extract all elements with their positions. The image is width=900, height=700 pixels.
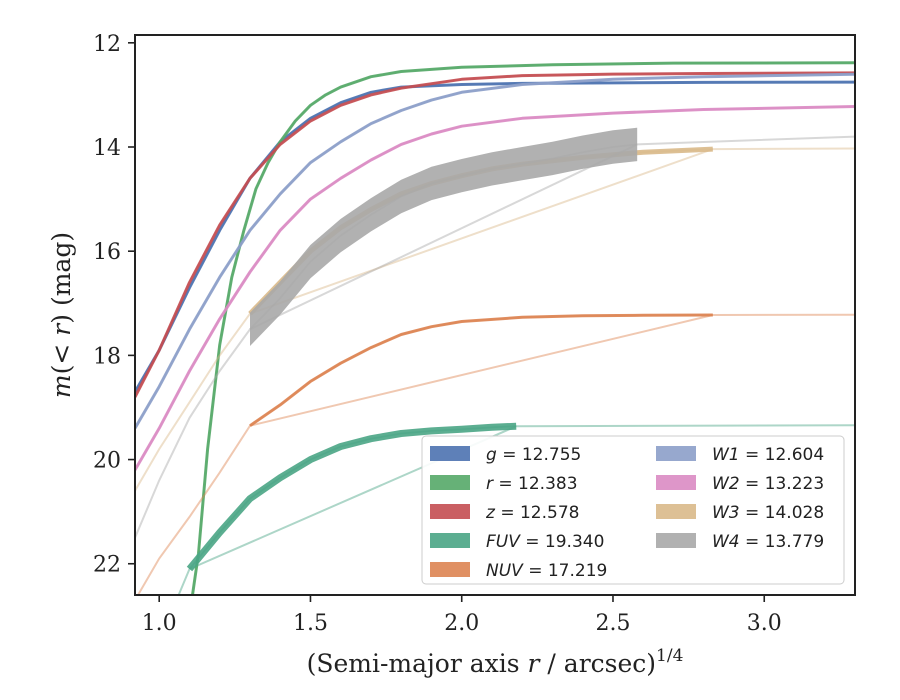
series-w1-line [135,72,855,430]
x-tick-label: 1.5 [293,611,328,636]
legend-box [421,435,845,585]
series-fuv-line [186,422,517,572]
legend-swatch-fuv [430,533,470,548]
legend: g = 12.755 r = 12.383 z = 12.578 FUV = 19.3… [421,435,845,585]
legend-swatch-w3 [656,504,696,519]
series-r [190,61,855,595]
x-tick-label: 1.0 [142,611,177,636]
y-tick-label: 22 [93,553,121,578]
legend-label-w1: W1 = 12.604 [712,445,824,465]
series-g [135,80,855,393]
series-w2-line [135,105,855,471]
x-tick-label: 3.0 [747,611,782,636]
y-tick-label: 18 [93,344,121,369]
y-tick-label: 20 [93,449,121,474]
curves-layer [135,61,855,595]
legend-label-nuv: NUV = 17.219 [486,561,607,581]
legend-swatch-r [430,475,470,490]
legend-swatch-w4 [656,533,696,548]
series-nuv-line [249,313,713,427]
x-tick-label: 2.0 [444,611,479,636]
legend-label-w4: W4 = 13.779 [712,532,824,552]
series-r-line [190,61,855,595]
series-z-line [135,71,855,398]
legend-label-w3: W3 = 14.028 [712,503,824,523]
series-w1 [135,72,855,430]
series-w4-uncertainty-band [250,127,638,346]
y-axis-label: m(< r) (mag) [47,232,76,398]
legend-label-w2: W2 = 13.223 [712,474,824,494]
legend-label-g: g = 12.755 [486,445,581,465]
legend-label-r: r = 12.383 [486,474,578,494]
series-w4 [135,127,855,539]
x-axis-label: (Semi-major axis r / arcsec)1/4 [307,646,684,678]
legend-swatch-z [430,504,470,519]
axes-layer: 12 14 16 18 20 22 1.0 1.5 2.0 2.5 3.0 [93,32,782,636]
legend-swatch-w1 [656,446,696,461]
series-w2 [135,105,855,471]
y-tick-label: 16 [93,240,121,265]
legend-swatch-g [430,446,470,461]
legend-swatch-nuv [430,562,470,577]
legend-label-z: z = 12.578 [485,503,579,523]
x-tick-label: 2.5 [595,611,630,636]
y-tick-label: 12 [93,32,121,57]
legend-label-fuv: FUV = 19.340 [486,532,604,552]
series-fuv-extrapolated-line [177,424,855,595]
legend-swatch-w2 [656,475,696,490]
series-z [135,71,855,398]
series-w1-full-profile [135,73,855,429]
y-tick-label: 14 [93,136,121,161]
series-fuv [177,422,855,595]
series-g-line [135,80,855,393]
series-nuv [136,313,855,595]
plot-frame [134,34,856,596]
